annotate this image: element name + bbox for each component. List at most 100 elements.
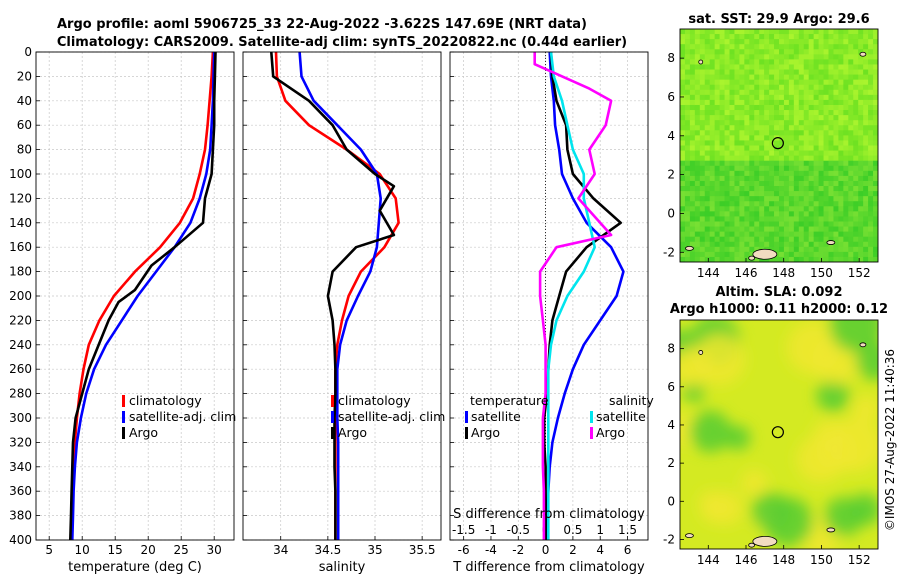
map-cell: [798, 120, 805, 126]
map-cell: [803, 79, 809, 86]
map-cell: [813, 69, 819, 75]
map-blob: [855, 342, 878, 381]
map-cell: [783, 110, 790, 116]
map-cell: [808, 231, 814, 237]
map-cell: [848, 135, 854, 141]
map-cell: [788, 145, 795, 151]
map-cell: [858, 145, 864, 151]
island-coastline: [859, 51, 867, 57]
map-cell: [724, 211, 730, 217]
map-cell: [719, 165, 725, 172]
map-cell: [798, 256, 805, 262]
map-cell: [719, 170, 725, 177]
map-cell: [714, 64, 720, 70]
map-cell: [739, 180, 745, 187]
map-cell: [719, 125, 725, 131]
map-cell: [714, 196, 720, 202]
map-cell: [744, 84, 750, 91]
map-cell: [833, 94, 839, 101]
map-cell: [714, 206, 720, 212]
map-cell: [823, 150, 829, 156]
map-cell: [873, 236, 878, 243]
map-cell: [764, 226, 770, 232]
map-cell: [774, 140, 780, 146]
map-cell: [798, 74, 805, 80]
map-cell: [749, 59, 755, 65]
map-cell: [823, 49, 829, 55]
map-cell: [848, 115, 854, 121]
map-cell: [788, 125, 795, 131]
map-cell: [783, 231, 790, 237]
map-cell: [798, 201, 805, 207]
map-cell: [734, 231, 740, 237]
map-cell: [764, 170, 770, 177]
map-cell: [783, 115, 790, 121]
map-cell: [788, 241, 795, 248]
series-line-satellite-adj-clim: [71, 52, 216, 540]
map-cell: [783, 79, 790, 86]
map-cell: [724, 84, 730, 91]
temperature-panel: 0204060801001201401601802002202402602803…: [9, 45, 235, 557]
map-cell: [759, 69, 765, 75]
map-cell: [684, 29, 691, 35]
map-cell: [838, 251, 844, 258]
map-cell: [863, 191, 869, 197]
map-cell: [813, 99, 819, 106]
map-cell: [680, 256, 686, 262]
map-cell: [779, 211, 785, 217]
map-cell: [798, 99, 805, 106]
map-cell: [689, 29, 696, 35]
map-cell: [729, 79, 735, 86]
map-cell: [754, 59, 760, 65]
map-cell: [808, 110, 814, 116]
map-cell: [754, 29, 760, 35]
map-cell: [714, 94, 720, 101]
map-cell: [793, 89, 800, 96]
map-cell: [779, 231, 785, 237]
map-cell: [744, 69, 750, 75]
map-cell: [724, 125, 730, 131]
map-cell: [680, 201, 686, 207]
map-cell: [833, 160, 839, 167]
map-cell: [848, 180, 854, 187]
map-cell: [848, 125, 854, 131]
map-cell: [754, 125, 760, 131]
map-cell: [680, 150, 686, 156]
map-cell: [734, 130, 740, 136]
map-cell: [749, 211, 755, 217]
map-cell: [714, 49, 720, 55]
map-cell: [868, 49, 874, 55]
map-cell: [709, 211, 715, 217]
map-cell: [863, 39, 869, 45]
map-cell: [853, 216, 859, 222]
map-cell: [699, 216, 706, 222]
map-cell: [759, 89, 765, 96]
map-cell: [744, 74, 750, 80]
map-cell: [680, 231, 686, 237]
map-cell: [798, 231, 805, 237]
y-tick-label: 200: [9, 289, 32, 303]
map-cell: [838, 236, 844, 243]
map-cell: [833, 74, 839, 80]
map-cell: [724, 175, 730, 182]
map-cell: [680, 211, 686, 217]
map-cell: [868, 115, 874, 121]
x-tick-label: 15: [108, 543, 123, 557]
map-cell: [704, 191, 710, 197]
map-cell: [734, 89, 740, 96]
map-cell: [798, 39, 805, 45]
map-cell: [714, 44, 720, 50]
y-tick-label: 400: [9, 533, 32, 547]
map-cell: [779, 110, 785, 116]
map-cell: [724, 140, 730, 146]
map-cell: [759, 175, 765, 182]
map-cell: [783, 180, 790, 187]
map-cell: [724, 251, 730, 258]
map-cell: [873, 145, 878, 151]
map-cell: [759, 125, 765, 131]
map-cell: [873, 110, 878, 116]
map-cell: [709, 39, 715, 45]
top-tick-label: -1: [485, 523, 497, 537]
map-cell: [689, 74, 696, 80]
map-cell: [694, 145, 701, 151]
